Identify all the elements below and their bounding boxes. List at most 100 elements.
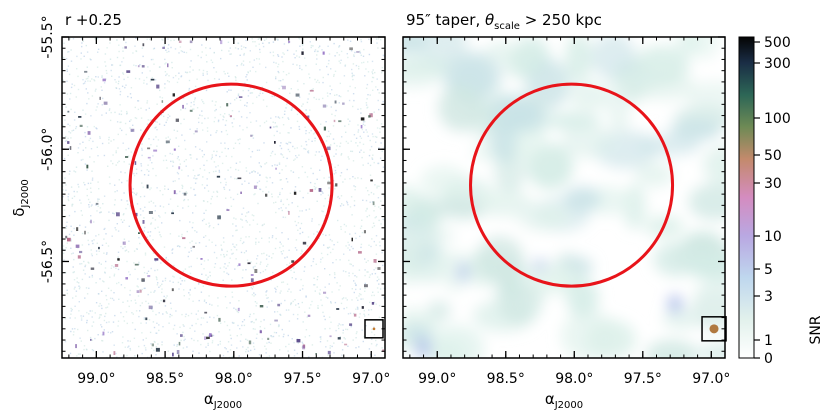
- noise-pixel: [357, 145, 359, 147]
- noise-pixel: [145, 349, 147, 351]
- point-source: [153, 149, 158, 152]
- point-source: [369, 113, 373, 118]
- noise-pixel: [248, 236, 250, 238]
- noise-pixel: [136, 285, 138, 287]
- noise-pixel: [371, 294, 373, 297]
- noise-pixel: [369, 201, 371, 203]
- noise-pixel: [278, 172, 281, 174]
- point-source: [259, 305, 264, 308]
- noise-pixel: [73, 190, 75, 193]
- noise-pixel: [122, 336, 124, 338]
- noise-pixel: [126, 112, 128, 114]
- noise-pixel: [89, 80, 91, 82]
- noise-pixel: [350, 140, 352, 142]
- noise-pixel: [238, 355, 240, 357]
- noise-pixel: [186, 192, 188, 194]
- noise-pixel: [173, 344, 175, 346]
- point-source: [326, 146, 331, 151]
- noise-pixel: [188, 79, 191, 82]
- noise-pixel: [147, 119, 149, 121]
- noise-pixel: [185, 191, 187, 193]
- noise-pixel: [82, 40, 84, 42]
- noise-pixel: [366, 271, 368, 273]
- noise-pixel: [278, 208, 280, 210]
- noise-pixel: [215, 101, 217, 103]
- noise-pixel: [223, 321, 226, 323]
- noise-pixel: [326, 105, 328, 107]
- diffuse-emission: [591, 37, 636, 81]
- noise-pixel: [66, 139, 68, 142]
- noise-pixel: [90, 182, 92, 184]
- noise-pixel: [307, 152, 310, 154]
- noise-pixel: [345, 245, 347, 247]
- noise-pixel: [194, 194, 196, 196]
- noise-pixel: [74, 328, 76, 330]
- noise-pixel: [87, 80, 89, 82]
- noise-pixel: [251, 150, 254, 153]
- noise-pixel: [259, 272, 262, 274]
- point-source: [318, 188, 322, 192]
- noise-pixel: [280, 199, 282, 201]
- noise-pixel: [347, 247, 349, 249]
- noise-pixel: [134, 45, 136, 47]
- noise-pixel: [223, 186, 225, 189]
- noise-pixel: [365, 129, 367, 131]
- noise-pixel: [152, 217, 154, 219]
- noise-pixel: [319, 341, 322, 343]
- noise-pixel: [342, 204, 345, 206]
- noise-pixel: [378, 278, 380, 281]
- noise-pixel: [74, 171, 77, 173]
- noise-pixel: [174, 180, 176, 182]
- noise-pixel: [299, 289, 301, 291]
- noise-pixel: [86, 102, 88, 105]
- noise-pixel: [150, 58, 153, 61]
- noise-pixel: [311, 89, 313, 91]
- noise-pixel: [70, 49, 72, 51]
- noise-pixel: [150, 223, 152, 225]
- noise-pixel: [222, 354, 225, 357]
- noise-pixel: [110, 289, 112, 292]
- noise-pixel: [196, 177, 198, 180]
- noise-pixel: [298, 154, 300, 156]
- noise-pixel: [308, 307, 311, 309]
- noise-pixel: [234, 38, 236, 41]
- point-source: [165, 140, 170, 144]
- right-x-axis-label: αJ2000: [545, 390, 583, 411]
- noise-pixel: [97, 334, 99, 336]
- y-axis-label: δJ2000: [10, 179, 31, 217]
- noise-pixel: [147, 239, 149, 241]
- noise-pixel: [354, 186, 357, 188]
- noise-pixel: [120, 110, 123, 112]
- noise-pixel: [281, 253, 283, 255]
- noise-pixel: [177, 205, 179, 207]
- noise-pixel: [337, 195, 339, 198]
- noise-pixel: [140, 129, 142, 131]
- noise-pixel: [234, 47, 237, 49]
- noise-pixel: [234, 268, 236, 270]
- noise-pixel: [280, 142, 282, 144]
- noise-pixel: [319, 169, 321, 171]
- noise-pixel: [156, 121, 158, 123]
- noise-pixel: [335, 153, 337, 155]
- noise-pixel: [328, 145, 331, 147]
- noise-pixel: [172, 165, 174, 167]
- noise-pixel: [185, 51, 188, 54]
- noise-pixel: [64, 318, 67, 320]
- noise-pixel: [163, 295, 165, 298]
- noise-pixel: [371, 80, 373, 83]
- noise-pixel: [211, 100, 214, 102]
- noise-pixel: [63, 157, 66, 160]
- noise-pixel: [224, 73, 226, 75]
- noise-pixel: [128, 163, 130, 165]
- noise-pixel: [146, 100, 149, 102]
- noise-pixel: [137, 295, 140, 297]
- noise-pixel: [74, 305, 76, 307]
- noise-pixel: [208, 239, 210, 241]
- noise-pixel: [91, 95, 94, 97]
- noise-pixel: [322, 233, 324, 236]
- noise-pixel: [290, 291, 292, 293]
- noise-pixel: [64, 272, 67, 274]
- point-source: [237, 307, 240, 312]
- noise-pixel: [362, 298, 364, 300]
- noise-pixel: [116, 56, 119, 59]
